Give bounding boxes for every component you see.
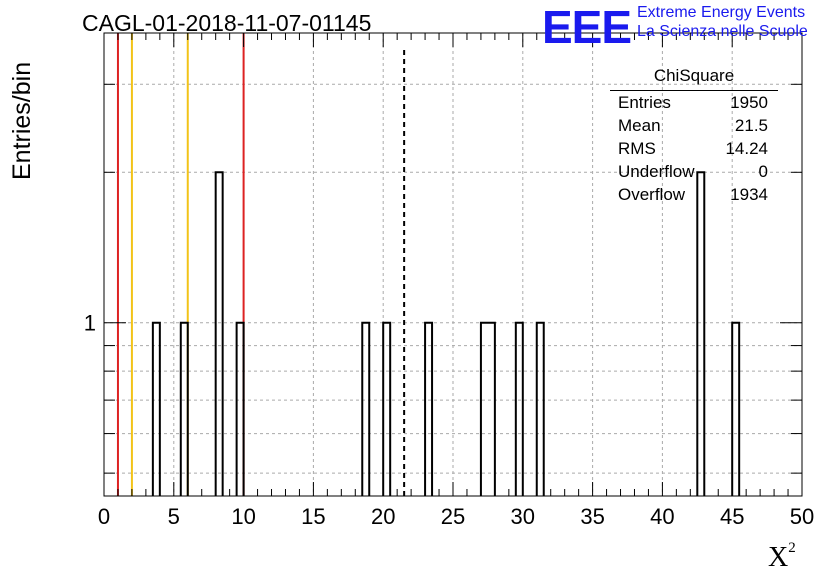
stats-box: ChiSquare Entries 1950 Mean 21.5 RMS 14.… xyxy=(610,66,778,208)
stats-row-mean: Mean 21.5 xyxy=(618,116,768,139)
stats-value: 14.24 xyxy=(725,139,768,158)
stats-row-overflow: Overflow 1934 xyxy=(618,185,768,208)
chart-title: CAGL-01-2018-11-07-01145 xyxy=(82,10,372,36)
x-tick-label: 25 xyxy=(441,504,465,529)
logo-line-2: La Scienza nelle Scuole xyxy=(637,23,808,40)
histogram-bar xyxy=(179,321,189,496)
histogram-bar xyxy=(479,321,496,496)
x-tick-label: 35 xyxy=(580,504,604,529)
histogram-bar xyxy=(514,321,524,496)
stats-value: 1934 xyxy=(730,185,768,204)
histogram-bar xyxy=(151,321,161,496)
logo-line-1: Extreme Energy Events xyxy=(637,4,806,21)
x-axis-label: X2 xyxy=(768,540,796,574)
y-axis-label: Entries/bin xyxy=(8,61,36,180)
histogram-bar xyxy=(731,321,741,496)
x-tick-label: 20 xyxy=(371,504,395,529)
stats-key: Overflow xyxy=(618,185,686,204)
x-tick-label: 0 xyxy=(98,504,110,529)
stats-row-entries: Entries 1950 xyxy=(618,93,768,116)
histogram-bar xyxy=(382,321,392,496)
y-tick-label: 1 xyxy=(84,311,96,336)
x-tick-label: 10 xyxy=(231,504,255,529)
x-tick-label: 40 xyxy=(650,504,674,529)
stats-row-rms: RMS 14.24 xyxy=(618,139,768,162)
histogram-bar xyxy=(235,321,245,496)
histogram-bar xyxy=(214,171,224,496)
stats-key: Underflow xyxy=(618,162,695,181)
histogram-bar xyxy=(696,171,706,496)
stats-value: 1950 xyxy=(730,93,768,112)
x-tick-label: 45 xyxy=(720,504,744,529)
stats-value: 21.5 xyxy=(734,116,768,135)
x-axis-label-superscript: 2 xyxy=(788,540,796,556)
histogram-bar xyxy=(361,321,371,496)
x-tick-label: 5 xyxy=(168,504,180,529)
eee-logo: EEE xyxy=(542,1,632,53)
histogram-bar xyxy=(424,321,434,496)
stats-divider xyxy=(610,90,778,91)
x-tick-label: 15 xyxy=(301,504,325,529)
x-tick-label: 50 xyxy=(790,504,814,529)
stats-title: ChiSquare xyxy=(653,66,735,85)
stats-key: RMS xyxy=(618,139,656,158)
x-tick-label: 30 xyxy=(511,504,535,529)
stats-row-underflow: Underflow 0 xyxy=(618,162,768,185)
stats-value: 0 xyxy=(758,162,768,181)
x-axis-label-base: X xyxy=(768,542,789,573)
stats-key: Entries xyxy=(618,93,671,112)
histogram-bar xyxy=(535,321,545,496)
stats-key: Mean xyxy=(618,116,661,135)
